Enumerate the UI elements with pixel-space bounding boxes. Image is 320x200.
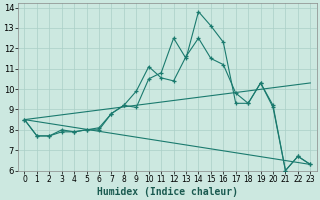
X-axis label: Humidex (Indice chaleur): Humidex (Indice chaleur) [97,186,238,197]
